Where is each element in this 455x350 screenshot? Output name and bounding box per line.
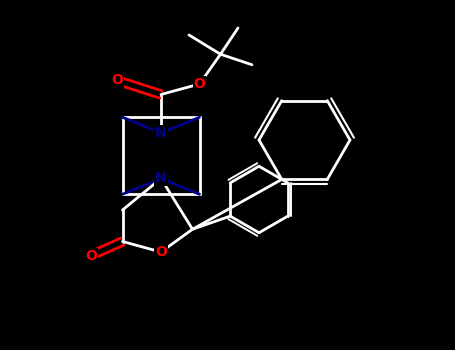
Text: N: N [155,126,167,140]
Text: O: O [111,74,123,88]
Text: N: N [155,172,167,186]
Text: O: O [155,245,167,259]
Text: O: O [85,248,97,262]
Text: O: O [193,77,206,91]
